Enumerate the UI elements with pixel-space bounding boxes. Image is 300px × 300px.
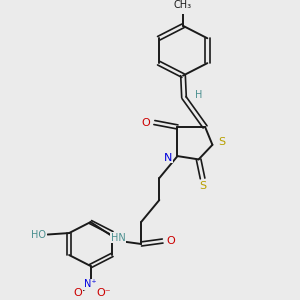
Text: H: H xyxy=(195,90,203,100)
Text: S: S xyxy=(199,181,206,191)
Text: O: O xyxy=(141,118,150,128)
Text: S: S xyxy=(218,137,225,148)
Text: HO: HO xyxy=(31,230,46,239)
Text: CH₃: CH₃ xyxy=(174,0,192,10)
Text: N⁺: N⁺ xyxy=(84,280,97,290)
Text: O: O xyxy=(167,236,176,246)
Text: N: N xyxy=(164,153,172,163)
Text: O⁻: O⁻ xyxy=(97,288,111,298)
Text: O: O xyxy=(73,288,82,298)
Text: HN: HN xyxy=(111,232,125,242)
